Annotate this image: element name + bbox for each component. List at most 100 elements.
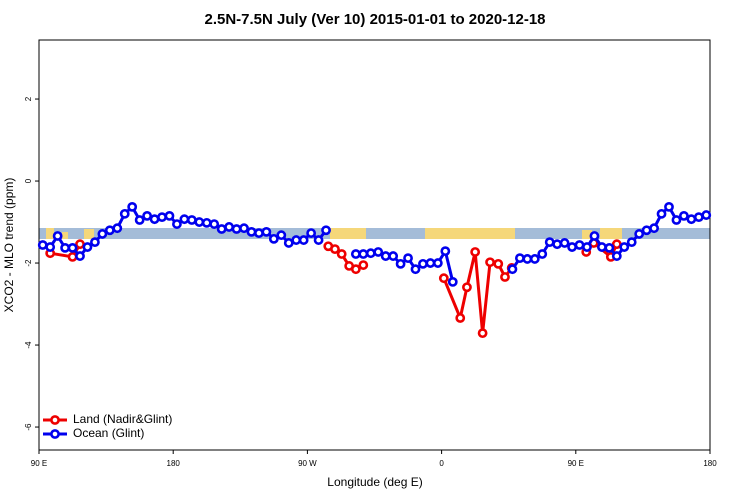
data-point (67, 251, 78, 262)
data-point (537, 249, 548, 259)
data-point (254, 228, 264, 239)
data-point (664, 201, 674, 212)
data-point (432, 258, 443, 268)
data-point (418, 258, 428, 269)
data-point (239, 223, 249, 234)
data-point (142, 210, 153, 221)
data-point (679, 210, 689, 221)
legend-marker (50, 415, 60, 425)
data-point (283, 238, 294, 248)
data-point (358, 249, 369, 259)
data-point (544, 237, 555, 248)
data-point (529, 254, 540, 264)
x-tick-label: 90 W (298, 459, 317, 468)
data-point (604, 242, 615, 253)
data-point (60, 242, 70, 253)
land-band (46, 228, 622, 239)
data-point (350, 264, 361, 275)
data-point (686, 214, 697, 225)
x-tick-label: 180 (167, 459, 181, 468)
data-point (470, 247, 481, 257)
data-point (216, 224, 227, 234)
x-axis-label: Longitude (deg E) (327, 475, 422, 489)
data-point (194, 217, 205, 227)
y-tick-label: 0 (24, 178, 33, 183)
data-point (186, 215, 197, 225)
data-point (641, 225, 652, 236)
data-point (447, 276, 458, 287)
data-point (134, 215, 145, 225)
data-point (276, 230, 287, 241)
data-point (37, 240, 48, 250)
data-point (313, 235, 324, 245)
data-point (45, 242, 56, 252)
data-point (246, 226, 257, 237)
data-point (321, 225, 331, 236)
data-point (127, 201, 138, 212)
y-tick-label: 2 (24, 96, 33, 101)
data-point (500, 272, 510, 282)
data-point (268, 233, 279, 244)
data-point (90, 237, 100, 248)
data-point (477, 328, 488, 339)
data-point (201, 217, 212, 228)
data-point (104, 225, 115, 236)
data-point (97, 229, 108, 239)
data-point (567, 242, 577, 252)
data-point (693, 212, 704, 223)
legend-label: Ocean (Glint) (73, 426, 144, 440)
data-point (589, 231, 600, 241)
data-point (455, 313, 466, 323)
data-point (298, 235, 309, 245)
chart-title: 2.5N-7.5N July (Ver 10) 2015-01-01 to 20… (204, 11, 545, 28)
data-point (425, 258, 436, 268)
data-point (52, 231, 63, 241)
data-point (209, 219, 220, 229)
data-point (172, 219, 182, 229)
ocean-band (39, 228, 710, 239)
data-point (438, 273, 449, 284)
data-point (462, 282, 472, 293)
data-point (231, 224, 242, 234)
data-point (582, 242, 592, 252)
data-point (291, 235, 302, 245)
data-point (514, 253, 525, 264)
data-point (224, 222, 235, 232)
data-point (330, 244, 340, 254)
data-point (440, 246, 451, 257)
y-tick-label: -4 (24, 341, 33, 349)
data-point (75, 251, 85, 261)
data-point (596, 242, 607, 252)
data-point (574, 240, 585, 250)
data-point (388, 251, 399, 261)
data-point (75, 239, 85, 250)
data-point (365, 248, 376, 259)
data-point (157, 212, 167, 223)
x-tick-label: 90 E (568, 459, 584, 468)
x-tick-label: 0 (439, 459, 444, 468)
data-point (552, 239, 563, 250)
data-point (493, 258, 504, 269)
data-point (67, 242, 78, 253)
data-point (82, 242, 93, 252)
x-tick-label: 180 (703, 459, 717, 468)
data-point (701, 210, 712, 220)
data-point (649, 223, 659, 234)
data-point (358, 260, 369, 270)
y-tick-label: -6 (24, 423, 33, 431)
data-point (507, 264, 518, 275)
x-tick-label: 90 E (31, 459, 47, 468)
data-point (149, 214, 160, 225)
data-point (164, 210, 175, 221)
data-point (522, 254, 533, 264)
data-point (611, 239, 622, 250)
data-point (395, 258, 406, 269)
data-point (350, 249, 361, 259)
data-point (373, 247, 384, 257)
data-point (626, 237, 637, 248)
data-point (380, 251, 391, 261)
data-point (410, 264, 421, 275)
data-point (671, 215, 682, 225)
legend-marker (50, 429, 60, 439)
